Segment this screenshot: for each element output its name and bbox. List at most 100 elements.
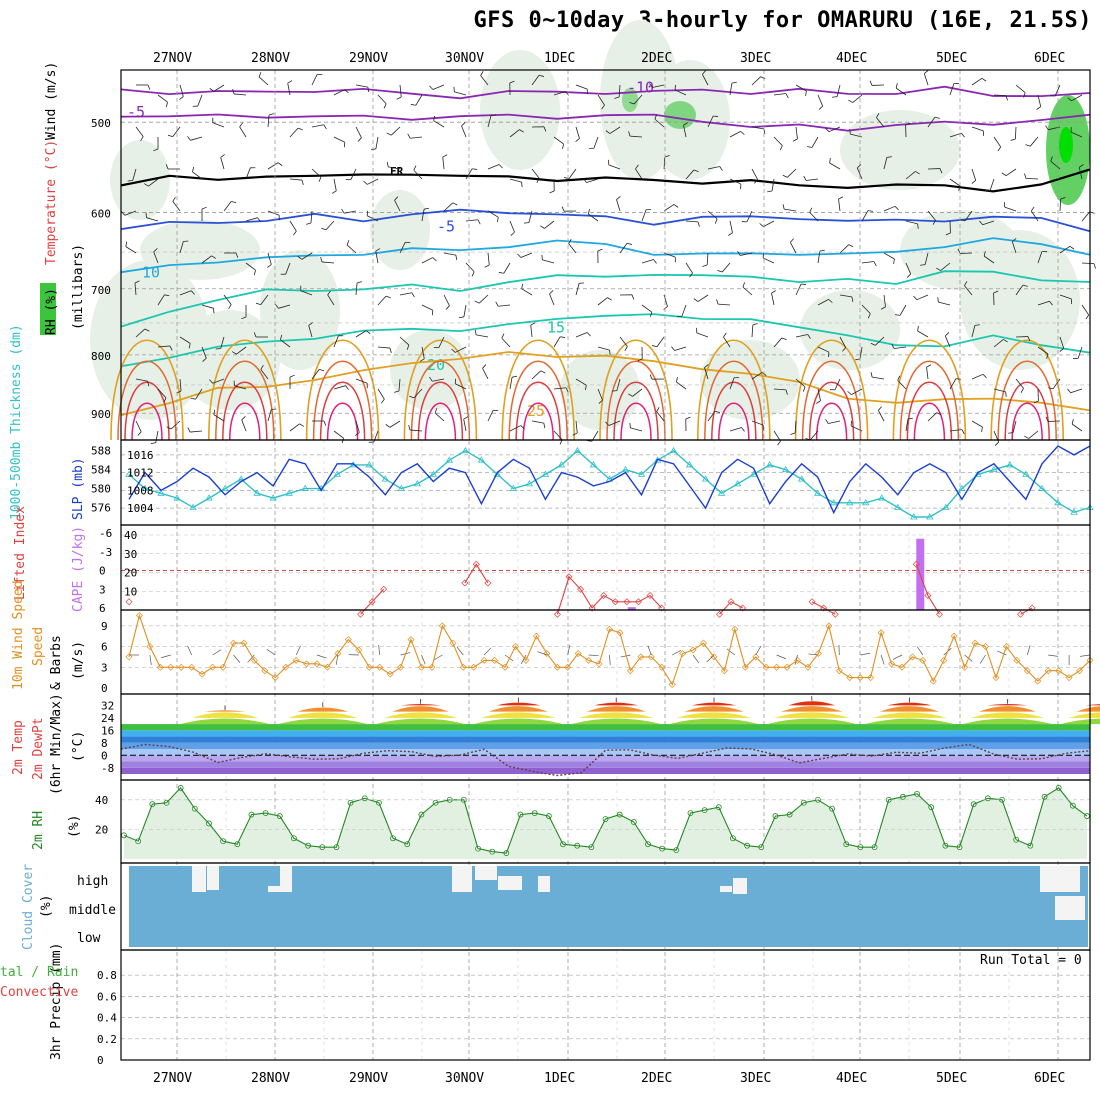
wind-barb-flag: [829, 157, 831, 164]
wind-barb: [289, 220, 297, 232]
wind-barb-flag: [255, 302, 261, 305]
wind-barb: [905, 262, 912, 275]
wind-barb: [236, 346, 247, 355]
wind-barb-flag: [429, 376, 433, 382]
wind-barb-flag: [442, 154, 448, 158]
wind-barb-flag: [172, 196, 176, 202]
wind-barb-flag: [394, 196, 399, 201]
wind-marker: [188, 663, 196, 671]
thickness-line-marker: [413, 480, 422, 487]
wind-barb-flag: [807, 334, 811, 339]
wind-barb: [157, 94, 168, 103]
lifted-marker: [727, 598, 735, 606]
wind-barb-flag: [209, 88, 215, 92]
wind-barb-flag: [389, 347, 392, 353]
wind-barb: [213, 414, 225, 422]
wind-barb-flag: [961, 133, 965, 138]
wind-barb: [839, 294, 852, 298]
thickness-line-marker: [525, 480, 534, 487]
lifted-index-line: [360, 563, 1033, 615]
wind-barb-flag: [894, 206, 899, 211]
wind-barb: [1054, 84, 1061, 97]
wind-barb: [1059, 198, 1062, 212]
wind-barb: [742, 286, 753, 296]
warm-contour: [208, 339, 282, 441]
label-slp: SLP (mb): [71, 457, 86, 520]
date-label-top: 27NOV: [153, 51, 192, 66]
wind-barb: [134, 283, 137, 296]
temp-tick: 32: [101, 699, 114, 712]
temp-hump: [180, 718, 270, 725]
wind-barb-flag: [714, 410, 720, 413]
date-label-top: 6DEC: [1034, 51, 1065, 66]
temp-hump: [375, 718, 466, 725]
wind-barb-flag: [939, 168, 943, 174]
lifted-marker: [924, 592, 932, 599]
wind-barb-flag: [631, 294, 635, 300]
wind-barb: [245, 167, 251, 180]
warm-contour: [794, 339, 869, 441]
thickness-line-marker: [573, 446, 582, 454]
temp-hump: [488, 706, 548, 712]
chart-title: GFS 0~10day 3-hourly for OMARURU (16E, 2…: [473, 8, 1092, 33]
wind-barb-flag: [519, 129, 524, 133]
rh-patch: [390, 330, 470, 410]
wind-barb-flag: [920, 264, 926, 266]
wind-barb-flag: [649, 83, 653, 88]
wind-barb-flag: [472, 168, 478, 170]
wind-marker: [940, 656, 948, 664]
wind-barb: [434, 412, 445, 422]
temperature-contour: [120, 270, 1091, 328]
wind-barb-flag: [565, 387, 569, 393]
wind-barb: [1080, 654, 1091, 657]
wind-barb: [723, 336, 731, 348]
wind-barb-flag: [169, 345, 173, 351]
wind-barb-flag: [424, 207, 430, 210]
wind-barb: [593, 136, 599, 149]
wind-barb: [234, 93, 247, 96]
wind-barb-flag: [683, 122, 688, 126]
temp-hump: [203, 710, 247, 712]
wind-barb-flag: [983, 251, 986, 257]
temp-hump: [773, 712, 850, 718]
wind-marker: [313, 660, 321, 668]
lifted-marker: [553, 610, 561, 618]
wind-barb: [212, 649, 222, 656]
wind-marker: [146, 643, 154, 651]
temp-hump: [1085, 704, 1100, 706]
wind-barb: [674, 89, 687, 96]
wind-barb-flag: [540, 370, 546, 374]
wind-barb: [520, 252, 533, 258]
wind-barb-flag: [363, 180, 368, 185]
wind-barb-flag: [1027, 336, 1031, 342]
wind-barb-flag: [1059, 348, 1064, 352]
wind-barb-flag: [760, 76, 766, 80]
wind-barb: [927, 412, 937, 422]
wind-barb-flag: [370, 148, 376, 151]
wind-barb-flag: [1045, 125, 1049, 130]
wind-barb-flag: [702, 264, 708, 267]
wind-marker: [856, 674, 864, 682]
wind-barb: [553, 336, 561, 348]
wind-barb: [415, 94, 423, 106]
wind-barb-flag: [974, 324, 980, 326]
wind-barb: [399, 292, 412, 296]
wind-barb-flag: [484, 264, 490, 268]
wind-barb: [454, 91, 467, 96]
date-label-bottom: 5DEC: [936, 1071, 967, 1086]
wind-marker: [814, 649, 822, 657]
temp-hump: [669, 718, 759, 725]
label-t2m: 2m Temp: [11, 720, 26, 775]
wind-barb-flag: [740, 131, 745, 135]
wind-barb-flag: [607, 297, 612, 301]
wind-barb: [528, 210, 533, 223]
thickness-line-marker: [173, 494, 181, 501]
thickness-line-marker: [141, 484, 149, 491]
wind-marker: [564, 663, 572, 671]
wind-barb-flag: [297, 256, 303, 260]
wind-barb: [399, 242, 406, 254]
wind-barb-flag: [367, 87, 370, 93]
wind-barb-flag: [341, 438, 344, 444]
wind-barb-flag: [187, 136, 191, 141]
